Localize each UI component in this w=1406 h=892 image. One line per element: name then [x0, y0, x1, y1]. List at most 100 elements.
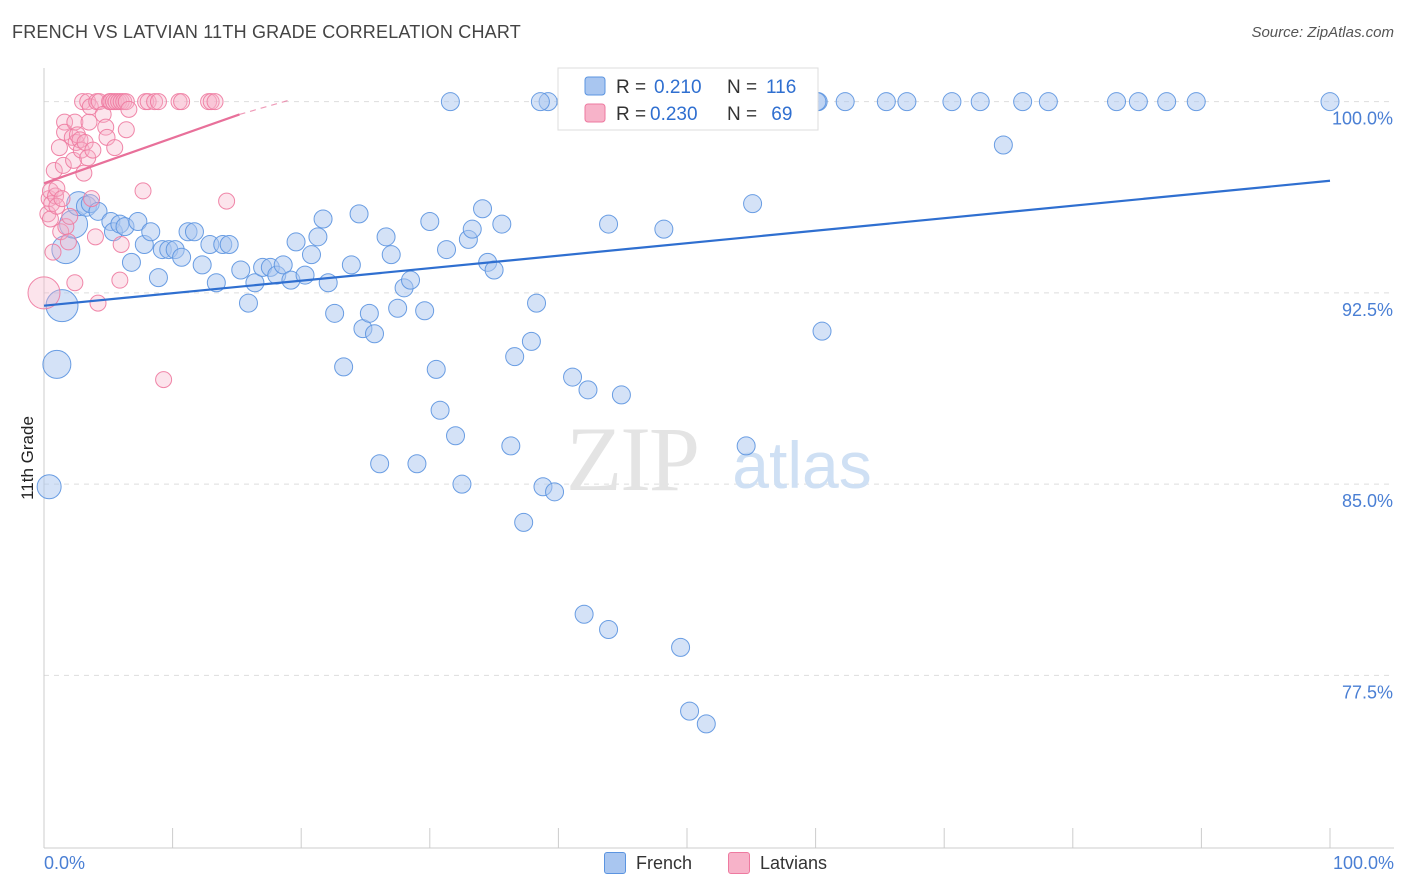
french-point	[521, 331, 541, 351]
x-tick-labels: 0.0% 100.0%	[44, 853, 1394, 873]
french-point	[301, 245, 321, 265]
french-point	[36, 474, 62, 500]
french-trend-line	[43, 179, 1331, 307]
chart-title: FRENCH VS LATVIAN 11TH GRADE CORRELATION…	[12, 22, 521, 42]
latvians-point	[139, 93, 157, 111]
latvians-point	[155, 371, 173, 389]
latvians-point	[146, 93, 164, 111]
french-point	[654, 219, 674, 239]
french-point	[574, 604, 594, 624]
french-point	[407, 454, 427, 474]
latvians-point	[173, 93, 191, 111]
latvians-point	[43, 195, 61, 213]
latvians-point	[149, 93, 167, 111]
latvians-point	[90, 93, 108, 111]
trend-lines	[43, 99, 1331, 307]
legend-latvians-r-value: 0.230	[650, 104, 698, 125]
y-tick-label: 77.5%	[1342, 682, 1393, 702]
latvians-point	[202, 93, 220, 111]
latvians-point	[44, 243, 62, 261]
french-point	[527, 293, 547, 313]
french-point	[219, 234, 239, 254]
french-point	[334, 357, 354, 377]
french-point	[446, 426, 466, 446]
french-point	[426, 359, 446, 379]
watermark: ZIP atlas	[566, 408, 872, 510]
latvians-trend-extension	[239, 99, 289, 116]
latvians-point	[56, 113, 74, 131]
french-point	[743, 194, 763, 214]
french-point	[1320, 92, 1340, 112]
french-point	[1038, 92, 1058, 112]
french-point	[473, 199, 493, 219]
grid	[44, 101, 1394, 676]
french-point	[599, 620, 619, 640]
french-point	[671, 637, 691, 657]
french-point	[452, 474, 472, 494]
french-point	[440, 92, 460, 112]
french-point	[993, 135, 1013, 155]
latvians-point	[89, 294, 107, 312]
latvians-point	[59, 233, 77, 251]
french-point	[42, 349, 72, 379]
latvians-point	[27, 276, 61, 310]
french-point	[420, 212, 440, 232]
french-point	[835, 92, 855, 112]
x-tick-label-right: 100.0%	[1333, 853, 1394, 873]
latvians-point	[66, 274, 84, 292]
latvians-point	[112, 235, 130, 253]
french-point	[876, 92, 896, 112]
french-point	[231, 260, 251, 280]
french-point	[206, 273, 226, 293]
latvians-point	[80, 113, 98, 131]
latvians-point	[50, 139, 68, 157]
french-point	[172, 247, 192, 267]
french-point	[501, 436, 521, 456]
bottom-legend-french[interactable]: French	[604, 852, 692, 874]
latvians-point	[84, 141, 102, 159]
french-point	[578, 380, 598, 400]
french-point	[121, 252, 141, 272]
french-point	[238, 293, 258, 313]
legend-french-n-value: 116	[766, 77, 796, 98]
latvians-point	[53, 190, 71, 208]
legend-latvians-n-label: N =	[727, 104, 757, 125]
french-point	[388, 298, 408, 318]
y-tick-label: 92.5%	[1342, 300, 1393, 320]
latvians-point	[66, 113, 84, 131]
french-point	[359, 303, 379, 323]
french-point	[736, 436, 756, 456]
bottom-legend-latvians-label: Latvians	[760, 852, 828, 873]
french-point	[381, 245, 401, 265]
french-point	[1157, 92, 1177, 112]
latvians-points	[27, 93, 236, 389]
french-point	[545, 482, 565, 502]
french-point	[530, 92, 550, 112]
french-point	[430, 400, 450, 420]
legend-latvians-n-value: 69	[766, 104, 792, 125]
french-point	[437, 240, 457, 260]
legend-latvians-r-label: R =	[616, 104, 646, 125]
y-tick-label: 100.0%	[1332, 109, 1393, 129]
french-point	[812, 321, 832, 341]
french-point	[415, 301, 435, 321]
legend-french-r-value: 0.210	[654, 77, 702, 98]
y-tick-label: 85.0%	[1342, 491, 1393, 511]
french-point	[563, 367, 583, 387]
french-point	[680, 701, 700, 721]
french-point	[184, 222, 204, 242]
stats-legend: R = 0.210 N = 116 R = 0.230 N = 69	[557, 67, 819, 131]
french-point	[505, 347, 525, 367]
watermark-zip: ZIP	[566, 408, 698, 510]
latvians-point	[83, 190, 101, 208]
french-points	[36, 92, 1340, 734]
latvians-point	[120, 100, 138, 118]
bottom-legend-latvians[interactable]: Latvians	[728, 852, 827, 874]
french-point	[1107, 92, 1127, 112]
latvians-point	[206, 93, 224, 111]
french-point	[696, 714, 716, 734]
latvians-point	[86, 228, 104, 246]
french-point	[245, 273, 265, 293]
french-point	[942, 92, 962, 112]
french-point	[484, 260, 504, 280]
